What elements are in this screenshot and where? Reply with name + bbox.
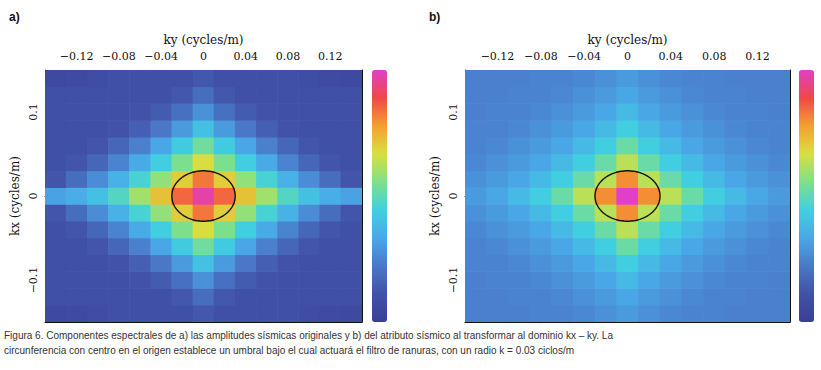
svg-text:−0.1: −0.1 (447, 267, 460, 294)
svg-text:0.04: 0.04 (659, 50, 684, 63)
svg-text:kx (cycles/m): kx (cycles/m) (428, 156, 442, 236)
svg-text:−0.04: −0.04 (144, 50, 178, 63)
svg-text:0.1: 0.1 (447, 103, 460, 121)
svg-text:0: 0 (447, 193, 460, 200)
svg-text:a): a) (9, 10, 20, 24)
svg-text:0.08: 0.08 (702, 50, 727, 63)
svg-text:0: 0 (200, 50, 207, 63)
svg-text:0.08: 0.08 (276, 50, 301, 63)
svg-text:0.12: 0.12 (745, 50, 770, 63)
svg-text:−0.04: −0.04 (567, 50, 601, 63)
svg-text:0: 0 (624, 50, 631, 63)
svg-text:0.04: 0.04 (234, 50, 259, 63)
svg-text:ky (cycles/m): ky (cycles/m) (164, 33, 244, 47)
svg-text:circunferencia con centro en e: circunferencia con centro en el origen e… (4, 345, 574, 356)
svg-text:ky (cycles/m): ky (cycles/m) (588, 33, 668, 47)
svg-text:−0.08: −0.08 (102, 50, 136, 63)
svg-text:0: 0 (27, 193, 40, 200)
svg-text:b): b) (429, 10, 440, 24)
svg-text:−0.08: −0.08 (524, 50, 558, 63)
svg-text:−0.1: −0.1 (27, 267, 40, 294)
svg-text:−0.12: −0.12 (481, 50, 515, 63)
svg-text:0.12: 0.12 (318, 50, 343, 63)
svg-text:kx (cycles/m): kx (cycles/m) (8, 156, 22, 236)
svg-text:Figura 6. Componentes espectra: Figura 6. Componentes espectrales de a) … (4, 330, 613, 341)
svg-text:0.1: 0.1 (27, 103, 40, 121)
svg-text:−0.12: −0.12 (60, 50, 94, 63)
